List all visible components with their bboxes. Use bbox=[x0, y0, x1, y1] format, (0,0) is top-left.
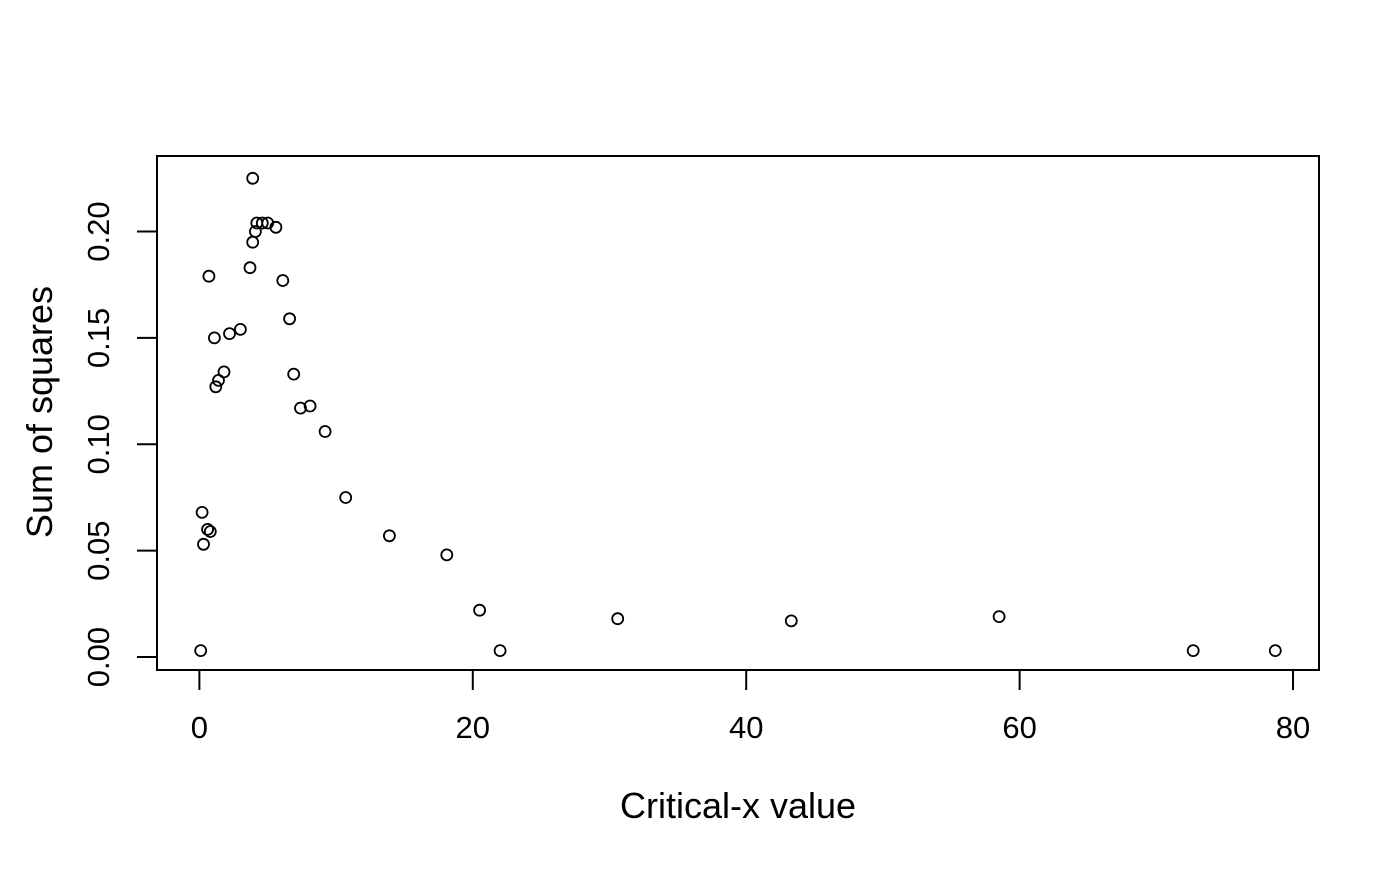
data-point bbox=[493, 644, 507, 657]
data-point bbox=[195, 506, 209, 519]
data-point bbox=[246, 235, 260, 249]
data-point bbox=[382, 529, 396, 543]
data-point bbox=[269, 220, 283, 234]
data-point bbox=[339, 491, 353, 504]
data-point bbox=[992, 610, 1006, 623]
data-point bbox=[294, 401, 307, 415]
data-point bbox=[611, 612, 625, 626]
data-point bbox=[223, 327, 236, 341]
y-tick-label: 0.20 bbox=[81, 201, 116, 261]
data-point bbox=[303, 399, 317, 413]
x-axis-title: Critical-x value bbox=[620, 785, 856, 826]
data-point bbox=[209, 380, 223, 394]
data-point bbox=[197, 537, 210, 551]
data-point bbox=[318, 425, 332, 438]
data-point bbox=[233, 322, 247, 336]
x-tick-label: 40 bbox=[729, 710, 763, 745]
data-point bbox=[1268, 644, 1282, 657]
data-point bbox=[473, 603, 487, 617]
x-tick-label: 20 bbox=[456, 710, 490, 745]
data-point bbox=[1186, 644, 1200, 657]
x-axis: 0 20 40 60 80 bbox=[191, 670, 1310, 745]
x-tick-label: 60 bbox=[1002, 710, 1036, 745]
y-tick-label: 0.00 bbox=[81, 627, 116, 687]
y-axis: 0.00 0.05 0.10 0.15 0.20 bbox=[81, 201, 157, 687]
data-point bbox=[203, 525, 217, 538]
plot-box bbox=[156, 155, 1320, 671]
plot-border bbox=[156, 155, 1320, 671]
y-axis-title: Sum of squares bbox=[19, 286, 60, 538]
data-point bbox=[201, 523, 215, 536]
x-tick-label: 80 bbox=[1276, 710, 1310, 745]
y-tick-label: 0.10 bbox=[81, 414, 116, 474]
x-tick-label: 0 bbox=[191, 710, 208, 745]
y-tick-label: 0.05 bbox=[81, 520, 116, 580]
data-point bbox=[287, 367, 301, 381]
data-point bbox=[283, 312, 297, 326]
data-point bbox=[246, 171, 260, 185]
data-points bbox=[194, 171, 1282, 657]
data-point bbox=[276, 274, 290, 287]
data-point bbox=[194, 644, 208, 657]
data-point bbox=[255, 216, 269, 230]
data-point bbox=[243, 261, 257, 275]
data-point bbox=[784, 614, 798, 628]
data-point bbox=[248, 225, 262, 238]
y-tick-label: 0.15 bbox=[81, 308, 116, 368]
data-point bbox=[440, 548, 454, 562]
data-point bbox=[202, 269, 216, 283]
data-point bbox=[217, 365, 231, 379]
data-point bbox=[207, 331, 221, 345]
